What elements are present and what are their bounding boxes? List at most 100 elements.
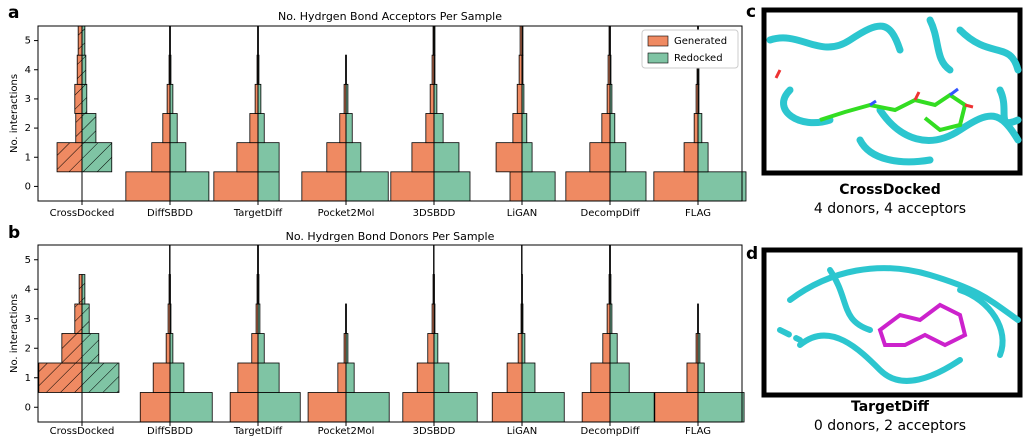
x-tick-label: LiGAN [507, 426, 537, 436]
bin [170, 393, 212, 423]
y-tick-label: 5 [25, 36, 31, 47]
bin [426, 114, 434, 143]
bin [338, 363, 346, 393]
panel-label: c [746, 2, 756, 22]
bin [517, 84, 522, 113]
bin [166, 334, 170, 364]
bin [170, 363, 184, 393]
bin [170, 143, 186, 172]
bin [602, 114, 610, 143]
bin [698, 114, 702, 143]
bin [698, 393, 744, 423]
bin [590, 143, 610, 172]
panel-name: TargetDiff [851, 399, 930, 415]
bin [82, 334, 99, 364]
bin [417, 363, 434, 393]
x-tick-label: CrossDocked [50, 208, 115, 219]
bin [237, 143, 258, 172]
y-tick-label: 0 [25, 402, 31, 413]
bin [654, 172, 698, 201]
y-tick-label: 5 [25, 255, 31, 266]
bin [126, 172, 170, 201]
y-axis-label: No. interactions [9, 74, 20, 153]
bin [346, 172, 388, 201]
structure-image [764, 10, 1020, 173]
x-tick-label: DecompDiff [581, 426, 641, 436]
bin [75, 84, 82, 113]
legend-swatch [648, 53, 668, 63]
panel-name: CrossDocked [839, 182, 940, 198]
bin [428, 334, 434, 364]
bin [76, 114, 82, 143]
bin [250, 114, 258, 143]
bin [434, 393, 477, 423]
x-tick-label: 3DSBDD [413, 208, 456, 219]
bin [518, 334, 522, 364]
bin [610, 334, 617, 364]
bin [258, 143, 279, 172]
bin [434, 334, 438, 364]
panel-caption: 4 donors, 4 acceptors [814, 201, 966, 217]
bin [610, 114, 615, 143]
structure-image [764, 250, 1020, 395]
bin [252, 334, 258, 364]
bin [258, 172, 279, 201]
bin [238, 363, 258, 393]
x-tick-label: LiGAN [507, 208, 537, 219]
bin [170, 172, 209, 201]
bin [610, 363, 629, 393]
bin [522, 114, 527, 143]
bin [75, 304, 82, 334]
bin [39, 363, 82, 393]
bin [308, 393, 346, 423]
bin [507, 363, 522, 393]
bin [346, 393, 389, 423]
bin [163, 114, 170, 143]
bin [434, 363, 449, 393]
bin [566, 172, 610, 201]
y-tick-label: 0 [25, 181, 31, 192]
bin [258, 393, 300, 423]
chart-title: No. Hydrgen Bond Donors Per Sample [286, 230, 495, 243]
y-tick-label: 1 [25, 152, 31, 163]
legend-label: Redocked [674, 53, 723, 64]
x-tick-label: 3DSBDD [413, 426, 456, 436]
panel-caption: 0 donors, 2 acceptors [814, 418, 966, 434]
bin [340, 114, 346, 143]
bin [152, 143, 170, 172]
bin [78, 26, 82, 55]
bin [170, 114, 177, 143]
panel-label: d [746, 244, 758, 264]
bin [412, 143, 434, 172]
bin [258, 114, 264, 143]
chart-title: No. Hydrgen Bond Acceptors Per Sample [278, 10, 502, 23]
figure: aNo. Hydrgen Bond Acceptors Per SampleNo… [0, 0, 1036, 436]
bin [655, 393, 698, 423]
panel-label: b [8, 223, 20, 243]
bin [510, 172, 522, 201]
x-tick-label: TargetDiff [233, 426, 283, 436]
bin [77, 55, 82, 84]
bin [82, 114, 96, 143]
bin [391, 172, 434, 201]
bin [82, 84, 87, 113]
bin [513, 114, 522, 143]
x-tick-label: TargetDiff [233, 208, 283, 219]
y-tick-label: 3 [25, 94, 31, 105]
x-tick-label: FLAG [685, 426, 711, 436]
x-tick-label: CrossDocked [50, 426, 115, 436]
bin [434, 172, 470, 201]
bin [82, 363, 119, 393]
bin [434, 143, 459, 172]
bin [430, 84, 434, 113]
bin [522, 143, 532, 172]
y-tick-label: 4 [25, 284, 31, 295]
bin [698, 172, 746, 201]
bin [327, 143, 346, 172]
bin [302, 172, 346, 201]
x-tick-label: DiffSBDD [147, 426, 193, 436]
bin [57, 143, 82, 172]
bin [140, 393, 170, 423]
bin [153, 363, 170, 393]
legend-label: Generated [674, 36, 727, 47]
